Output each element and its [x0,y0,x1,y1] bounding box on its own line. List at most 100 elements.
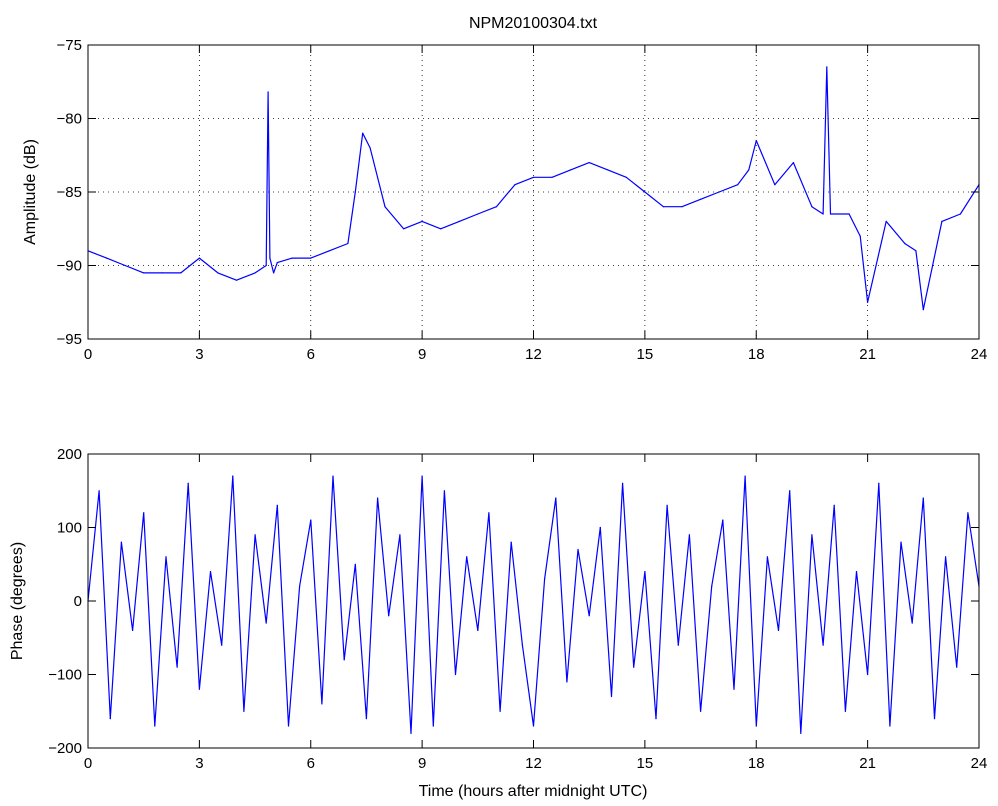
chart-title: NPM20100304.txt [469,15,598,32]
amplitude-data-point [403,228,405,230]
phase-data-point [900,541,902,543]
phase-data-point [532,725,535,727]
amplitude-series-line [87,66,980,311]
x-tick-label: 15 [637,755,654,772]
phase-data-point [945,556,947,558]
amplitude-data-point [143,272,145,274]
phase-data-point [310,519,312,521]
phase-data-point [198,688,200,690]
phase-data-point [287,725,290,727]
y-tick-label: 0 [74,593,82,610]
phase-data-point [132,629,134,632]
phase-data-point [666,504,668,506]
amplitude-data-point [421,220,423,222]
amplitude-data-point [700,198,702,200]
phase-data-point [466,556,468,558]
y-tick-label: −95 [57,331,82,348]
phase-data-point [577,548,579,551]
phase-data-point [544,578,546,580]
amplitude-data-point [826,66,828,68]
amplitude-data-point [792,162,795,164]
phase-data-point [120,541,122,543]
amplitude-data-point [354,191,356,193]
phase-x-axis-label: Time (hours after midnight UTC) [419,783,648,800]
phase-data-point [889,725,891,727]
phase-data-point [855,571,858,573]
amplitude-y-axis-label: Amplitude (dB) [22,139,39,245]
amplitude-data-point [811,206,813,208]
phase-data-point [644,571,646,573]
amplitude-data-point [904,242,906,245]
phase-panel: 0 3 6 9 12 15 18 21 24 200 100 0 −100 −200 Phase (deg… [9,446,987,800]
phase-data-point [332,475,334,477]
phase-data-point [599,526,601,529]
x-tick-label: 21 [859,346,876,363]
amplitude-ticks: 0 3 6 9 12 15 18 21 24 −75 −80 −85 −90 −95 [57,37,988,363]
amplitude-data-point [588,162,590,164]
amplitude-data-point [885,220,887,222]
amplitude-data-point [276,262,278,264]
phase-data-point [399,534,401,536]
phase-data-point [555,497,557,499]
amplitude-data-point [106,257,108,259]
phase-data-point [410,732,412,734]
amplitude-data-point [124,264,126,267]
amplitude-data-point [941,220,943,222]
x-tick-label: 3 [195,346,203,363]
phase-data-point [833,504,835,506]
phase-y-axis-label: Phase (degrees) [9,542,26,660]
phase-data-point [209,571,212,573]
phase-data-point [176,666,178,668]
amplitude-data-point [607,169,609,171]
y-tick-label: 100 [57,520,82,537]
phase-data-point [922,497,924,499]
phase-data-point [622,482,624,484]
phase-data-point [365,718,367,720]
y-tick-label: −80 [57,111,82,128]
phase-data-point [811,534,813,536]
phase-data-point [867,673,869,676]
phase-data-point [956,666,958,668]
x-tick-label: 6 [307,755,315,772]
amplitude-data-point [774,184,776,186]
x-tick-label: 0 [84,755,92,772]
amplitude-data-point [440,228,442,230]
y-tick-label: −200 [48,740,82,757]
phase-data-point [254,534,256,536]
amplitude-data-point [737,184,739,186]
phase-data-point [566,681,568,683]
phase-data-point [733,688,735,690]
phase-data-point [377,497,379,499]
phase-data-point [98,490,100,492]
phase-data-point [343,659,345,661]
x-tick-label: 18 [748,755,765,772]
amplitude-data-point [269,257,271,259]
phase-data-point [711,585,713,587]
x-tick-label: 0 [84,346,92,363]
amplitude-data-point [180,272,182,274]
amplitude-data-point [310,257,312,259]
phase-data-point [633,666,635,668]
x-tick-label: 15 [637,346,654,363]
phase-data-point [276,504,278,506]
amplitude-data-point [625,176,627,178]
amplitude-data-point [570,169,572,171]
amplitude-data-point [477,213,479,215]
phase-data-point [187,482,189,484]
y-tick-label: −85 [57,184,82,201]
y-tick-label: −100 [48,667,82,684]
phase-data-point [221,644,223,646]
phase-data-point [789,490,791,492]
amplitude-grid [88,45,979,339]
phase-data-point [109,718,111,720]
phase-data-point [677,644,679,646]
phase-data-point [655,718,657,720]
y-tick-label: −90 [57,258,82,275]
amplitude-data-point [328,250,330,252]
amplitude-panel: NPM20100304.txt 0 3 6 9 12 15 18 21 24 −75 −80 −85 −… [22,15,987,363]
phase-data-point [755,725,757,727]
phase-data-point [777,629,780,632]
phase-data-point [299,585,301,587]
x-tick-label: 9 [418,346,426,363]
